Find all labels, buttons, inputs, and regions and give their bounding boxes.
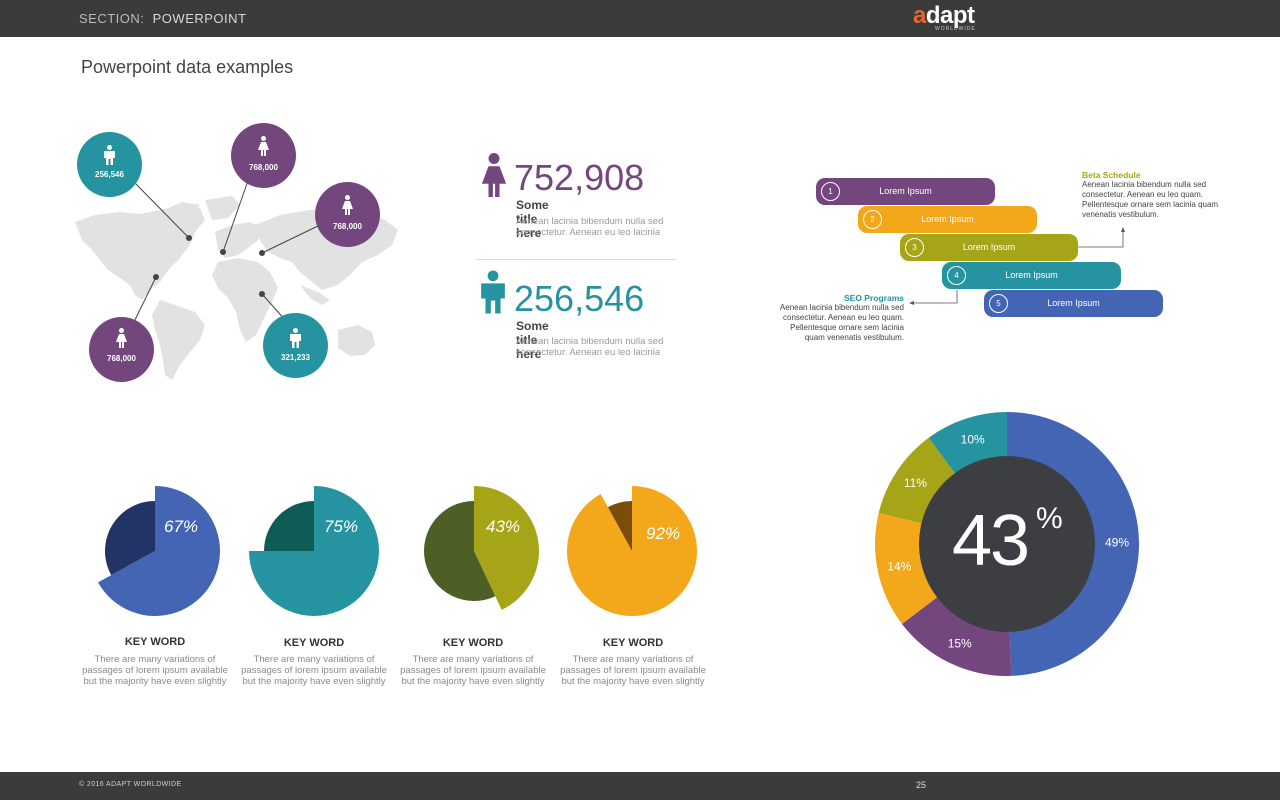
timeline-step-2: 2 Lorem Ipsum xyxy=(858,206,1037,233)
section-name: POWERPOINT xyxy=(152,11,247,26)
adapt-logo: adapt WORLDWIDE xyxy=(913,2,993,33)
female-icon xyxy=(481,153,507,197)
pie-label: 75% xyxy=(324,517,359,536)
timeline-step-4: 4 Lorem Ipsum xyxy=(942,262,1121,289)
map-points xyxy=(153,235,265,297)
step-number: 2 xyxy=(863,210,882,229)
pie-main-slice xyxy=(98,486,220,617)
step-label: Lorem Ipsum xyxy=(962,242,1016,252)
note-body: Aenean lacinia bibendum nulla sed consec… xyxy=(779,303,904,342)
female-icon xyxy=(116,328,127,348)
female-icon xyxy=(258,136,269,156)
beta-schedule-note: Beta Schedule Aenean lacinia bibendum nu… xyxy=(1082,170,1222,220)
pie-keyword: KEY WORD xyxy=(602,637,664,649)
pie-keyword: KEY WORD xyxy=(442,637,504,649)
stat-value: 256,546 xyxy=(514,278,645,319)
seo-programs-note: SEO Programs Aenean lacinia bibendum nul… xyxy=(768,293,904,343)
map-bubble-3: 768,000 xyxy=(315,182,380,247)
timeline-step-1: 1 Lorem Ipsum xyxy=(816,178,995,205)
step-number: 5 xyxy=(989,294,1008,313)
pie-desc: There are many variations of passages of… xyxy=(560,654,706,687)
donut-slice-label: 14% xyxy=(887,560,911,574)
map-bubble-2: 768,000 xyxy=(231,123,296,188)
male-icon xyxy=(481,270,505,314)
donut-slice-label: 15% xyxy=(948,636,972,650)
pie-label: 67% xyxy=(164,517,199,536)
stat-title: Some title here xyxy=(516,319,549,361)
map-bubble-1: 256,546 xyxy=(77,132,142,197)
pie-desc: There are many variations of passages of… xyxy=(241,654,387,687)
header-bar: SECTION: POWERPOINT adapt WORLDWIDE xyxy=(0,0,1280,37)
donut-slice xyxy=(1007,412,1140,676)
bubble-value: 768,000 xyxy=(107,354,136,363)
pie-remainder-slice xyxy=(423,501,496,601)
pie-remainder-slice xyxy=(264,501,314,551)
step-number: 3 xyxy=(905,238,924,257)
step-label: Lorem Ipsum xyxy=(1005,270,1058,280)
map-bubble-5: 321,233 xyxy=(263,313,328,378)
donut-slice xyxy=(901,596,1012,676)
page-number: 25 xyxy=(916,780,927,790)
pie-main-slice xyxy=(474,486,540,610)
pie-label: 92% xyxy=(646,524,681,543)
pie-keyword: KEY WORD xyxy=(124,636,186,648)
pie-desc: There are many variations of passages of… xyxy=(82,654,228,687)
bubble-value: 256,546 xyxy=(95,170,124,179)
donut-slice xyxy=(878,437,956,524)
pie-desc: There are many variations of passages of… xyxy=(400,654,546,687)
male-icon xyxy=(290,328,301,348)
bubble-value: 321,233 xyxy=(281,353,310,362)
female-icon xyxy=(342,195,353,215)
step-label: Lorem Ipsum xyxy=(879,186,932,196)
logo-sub: WORLDWIDE xyxy=(935,26,976,32)
pie-label: 43% xyxy=(486,517,521,536)
donut-slice xyxy=(875,512,938,624)
stat-divider xyxy=(476,259,677,260)
stat-value: 752,908 xyxy=(514,157,645,198)
timeline-step-3: 3 Lorem Ipsum xyxy=(900,234,1078,261)
step-label: Lorem Ipsum xyxy=(921,214,974,224)
page-title: Powerpoint data examples xyxy=(81,57,294,77)
pie-remainder-slice xyxy=(104,500,155,576)
bubble-value: 768,000 xyxy=(333,222,362,231)
pie-keyword: KEY WORD xyxy=(283,637,345,649)
donut-center-value: 43 xyxy=(952,501,1030,581)
timeline-step-5: 5 Lorem Ipsum xyxy=(984,290,1163,317)
donut-center-suffix: % xyxy=(1036,502,1063,535)
note-body: Aenean lacinia bibendum nulla sed consec… xyxy=(1082,180,1219,219)
map-bubble-4: 768,000 xyxy=(89,317,154,382)
bubble-value: 768,000 xyxy=(249,163,278,172)
step-number: 1 xyxy=(821,182,840,201)
footer-bar: © 2016 ADAPT WORLDWIDE 25 xyxy=(0,772,1280,800)
male-icon xyxy=(104,145,115,165)
note-title: SEO Programs xyxy=(844,293,904,303)
stat-desc: Aenean lacinia bibendum nulla sed consec… xyxy=(516,216,664,238)
section-title: SECTION: POWERPOINT xyxy=(79,11,247,26)
logo-word: adapt xyxy=(913,2,975,29)
step-number: 4 xyxy=(947,266,966,285)
copyright: © 2016 ADAPT WORLDWIDE xyxy=(79,781,182,788)
stat-title: Some title here xyxy=(516,198,549,240)
donut-slice-label: 11% xyxy=(904,476,927,490)
step-label: Lorem Ipsum xyxy=(1047,298,1100,308)
pie-remainder-slice xyxy=(607,501,632,551)
stat-desc: Aenean lacinia bibendum nulla sed consec… xyxy=(516,336,664,358)
donut-center xyxy=(919,456,1095,632)
donut-slice-label: 10% xyxy=(961,432,985,446)
donut-slice-label: 49% xyxy=(1105,535,1129,549)
note-title: Beta Schedule xyxy=(1082,170,1141,180)
